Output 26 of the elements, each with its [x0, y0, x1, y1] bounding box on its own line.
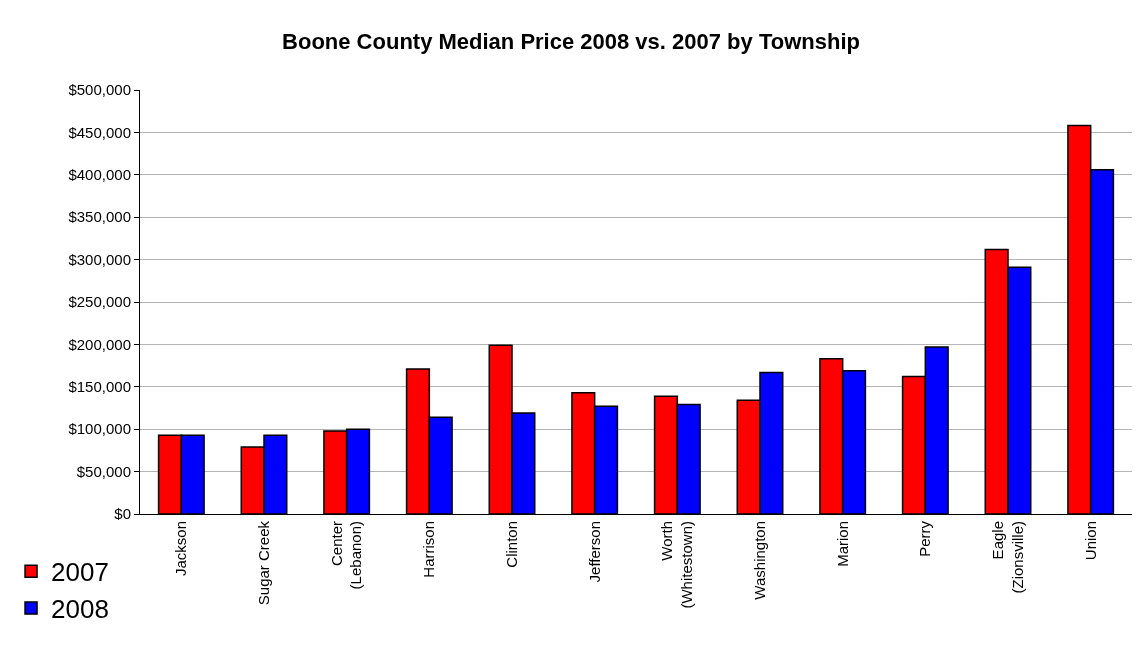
legend-label: 2007 [51, 557, 109, 588]
y-tick-label: $50,000 [76, 462, 131, 480]
y-tick-label: $0 [114, 505, 131, 523]
x-tick-label: Eagle (Zionsville) [989, 521, 1026, 594]
x-tick-label: Union [1081, 521, 1099, 561]
x-tick-label: Center (Lebanon) [327, 521, 365, 590]
y-tick-label: $450,000 [68, 123, 131, 141]
chart-title: Boone County Median Price 2008 vs. 2007 by Township [282, 28, 860, 54]
x-tick-label: Perry [916, 520, 934, 557]
x-tick-label: Washington [750, 521, 768, 600]
x-tick-label: Clinton [502, 521, 520, 568]
y-tick-label: $200,000 [68, 335, 131, 353]
legend-label: 2008 [51, 594, 109, 625]
y-tick-label: $500,000 [68, 81, 131, 99]
y-tick-label: $350,000 [68, 208, 131, 226]
y-tick-label: $250,000 [68, 293, 131, 311]
x-tick-label: Worth (Whitestown) [658, 521, 695, 609]
x-tick-label: Sugar Creek [254, 520, 272, 606]
y-tick-label: $300,000 [68, 250, 131, 268]
x-tick-label: Harrison [420, 521, 438, 578]
y-tick-label: $150,000 [68, 378, 131, 396]
x-tick-label: Jefferson [585, 521, 603, 583]
y-tick-label: $100,000 [68, 420, 131, 438]
x-tick-label: Jackson [172, 521, 190, 577]
x-tick-label: Marion [833, 521, 851, 567]
y-tick-label: $400,000 [68, 166, 131, 184]
